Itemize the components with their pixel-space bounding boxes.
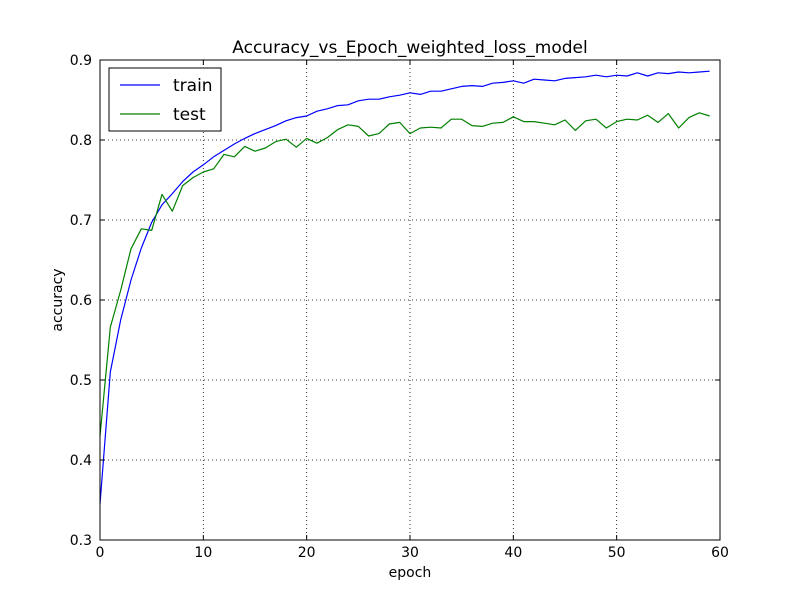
series-lines xyxy=(99,70,710,505)
y-tick-label: 0.5 xyxy=(70,373,92,389)
x-axis-label: epoch xyxy=(389,565,432,581)
legend-label-train: train xyxy=(173,76,213,96)
chart-title: Accuracy_vs_Epoch_weighted_loss_model xyxy=(232,38,587,58)
legend-label-test: test xyxy=(173,105,206,125)
x-tick-label: 10 xyxy=(194,545,212,561)
y-tick-label: 0.3 xyxy=(70,533,92,549)
axis-ticks: 0 10 20 30 40 50 60 0.3 0.4 0.5 0.6 0.7 0.8 0.9 xyxy=(70,53,729,561)
y-tick-label: 0.7 xyxy=(70,213,92,229)
series-line-test xyxy=(99,112,710,437)
y-axis-label: accuracy xyxy=(50,268,66,331)
x-tick-label: 20 xyxy=(298,545,316,561)
y-tick-label: 0.6 xyxy=(70,293,92,309)
legend-box xyxy=(108,67,222,132)
x-tick-label: 50 xyxy=(608,545,626,561)
y-tick-label: 0.4 xyxy=(70,453,92,469)
y-tick-label: 0.9 xyxy=(70,53,92,69)
x-tick-label: 60 xyxy=(711,545,729,561)
y-tick-label: 0.8 xyxy=(70,133,92,149)
grid xyxy=(100,60,720,540)
x-tick-label: 0 xyxy=(96,545,105,561)
legend: train test xyxy=(108,67,222,132)
x-tick-label: 40 xyxy=(504,545,522,561)
series-line-train xyxy=(99,70,710,505)
x-tick-label: 30 xyxy=(401,545,419,561)
